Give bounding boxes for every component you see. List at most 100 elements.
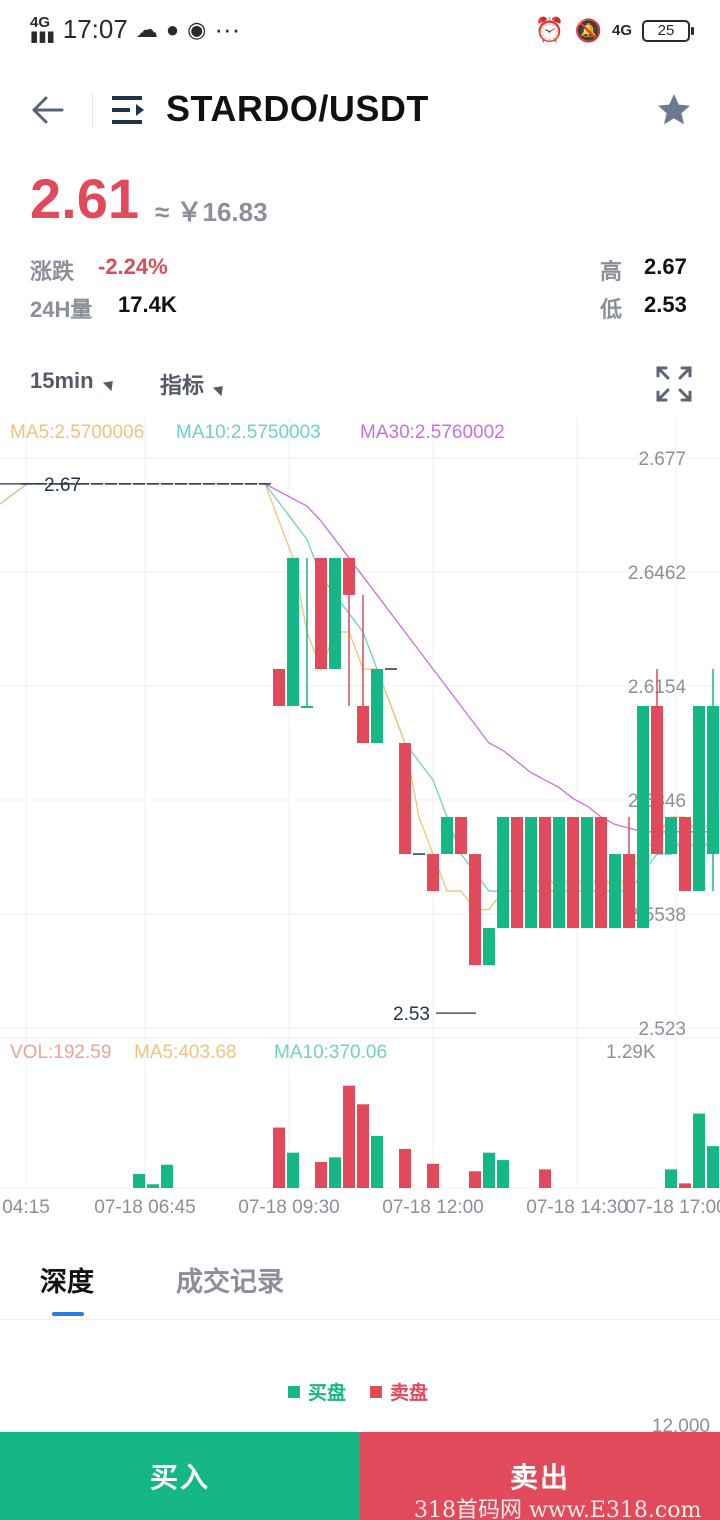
volume-bar <box>427 1163 439 1188</box>
sell-legend-label: 卖盘 <box>390 1383 429 1404</box>
volume-bar <box>497 1160 509 1188</box>
candle-body <box>651 705 663 855</box>
vol-max-label: 1.29K <box>606 1042 656 1063</box>
candle-body <box>567 817 579 929</box>
tab-trades[interactable]: 成交记录 <box>176 1267 284 1297</box>
change-label: 涨跌 <box>30 259 75 284</box>
top-bar: STARDO/USDT <box>0 70 720 150</box>
cny-price: ≈ ￥16.83 <box>155 197 268 227</box>
volume-bar <box>665 1169 677 1188</box>
dropdown-triangle-icon <box>212 381 228 397</box>
volume-bar <box>707 1146 719 1188</box>
candle-body <box>609 854 621 929</box>
candle-body <box>553 817 565 929</box>
candle-body <box>273 668 285 706</box>
signal-icon: 4G ▮▮▮ <box>30 13 55 45</box>
y-tick-label: 2.5538 <box>628 905 686 926</box>
interval-label: 15min <box>30 368 94 393</box>
volume-bar <box>315 1161 327 1188</box>
candle-body <box>483 928 495 966</box>
volume-bar <box>483 1152 495 1188</box>
volume-bar <box>133 1174 145 1188</box>
fullscreen-icon[interactable] <box>656 366 692 402</box>
low-marker-label: 2.53 <box>393 1004 430 1025</box>
candle-body <box>427 854 439 892</box>
candle-body <box>693 705 705 892</box>
volume-bar <box>343 1085 355 1188</box>
sell-button[interactable]: 卖出 <box>360 1432 720 1520</box>
candle-body <box>581 817 593 929</box>
mute-icon: 🔕 <box>574 17 602 43</box>
candle-body <box>511 817 523 929</box>
x-tick-label: 07-18 12:00 <box>382 1197 483 1218</box>
vol-legend: VOL:192.59 <box>10 1042 112 1063</box>
alarm-icon: ⏰ <box>534 17 565 44</box>
candle-body <box>455 817 467 855</box>
x-tick-label: 07-18 17:00 <box>625 1197 720 1218</box>
low-value: 2.53 <box>644 292 687 317</box>
planet-icon: ◉ <box>187 16 207 42</box>
candle-body <box>315 557 327 669</box>
candle-body <box>665 817 677 855</box>
candle-body <box>637 705 649 929</box>
candle-body <box>469 854 481 966</box>
candle-body <box>539 817 551 929</box>
pair-title[interactable]: STARDO/USDT <box>166 88 429 129</box>
volume-bar <box>693 1113 705 1188</box>
x-tick-label: 04:15 <box>2 1197 50 1218</box>
ma30-legend: MA30:2.5760002 <box>360 422 505 443</box>
y-tick-label: 2.6462 <box>628 563 686 584</box>
candle-body <box>525 817 537 929</box>
clock: 17:07 <box>62 14 128 44</box>
candle-body <box>343 557 355 595</box>
volume-bar <box>161 1164 173 1188</box>
y-tick-label: 2.523 <box>638 1019 686 1040</box>
ma10-legend: MA10:2.5750003 <box>176 422 321 443</box>
watermark: 318首码网 www.E318.com <box>414 1498 702 1520</box>
back-arrow-icon[interactable] <box>28 90 68 130</box>
high-label: 高 <box>600 259 623 284</box>
depth-axis-label: 12.000 <box>651 1416 710 1437</box>
indicator-select[interactable]: 指标 <box>160 368 228 400</box>
volume-bar <box>469 1171 481 1188</box>
buy-button[interactable]: 买入 <box>0 1432 360 1520</box>
volume-label: 24H量 <box>30 297 93 322</box>
low-label: 低 <box>600 297 623 322</box>
candle-body <box>399 743 411 855</box>
volume-bar <box>273 1127 285 1188</box>
candle-body <box>441 817 453 855</box>
volume-bar <box>399 1148 411 1188</box>
volume-bar <box>147 1184 159 1188</box>
active-tab-indicator <box>52 1312 84 1316</box>
status-bar: 4G ▮▮▮ 17:07 ☁ ● ◉ ··· ⏰ 🔕 4G 25 <box>0 0 720 64</box>
x-tick-label: 07-18 06:45 <box>94 1197 195 1218</box>
x-tick-label: 07-18 14:30 <box>526 1197 627 1218</box>
volume-bar <box>371 1135 383 1188</box>
cloud-icon: ☁ <box>135 16 158 42</box>
vol-ma10-legend: MA10:370.06 <box>274 1042 388 1063</box>
pair-list-icon[interactable] <box>112 94 148 126</box>
candle-body <box>595 817 607 929</box>
volume-bar <box>539 1169 551 1188</box>
candle-body <box>301 705 313 708</box>
depth-buy-legend: 买盘 <box>288 1378 346 1405</box>
y-tick-label: 2.677 <box>638 449 686 470</box>
qq-icon: ● <box>165 16 180 42</box>
candle-body <box>497 817 509 929</box>
candle-body <box>623 854 635 929</box>
favorite-star-icon[interactable] <box>654 90 694 130</box>
battery-icon: 25 <box>642 19 694 42</box>
kline-chart[interactable]: 2.6772.64622.61542.58462.55382.52304:150… <box>0 418 720 1230</box>
ma5-legend: MA5:2.5700006 <box>10 422 145 443</box>
candle-body <box>329 557 341 669</box>
high-marker-label: 2.67 <box>44 475 81 496</box>
candle-body <box>357 705 369 743</box>
tab-depth[interactable]: 深度 <box>40 1267 94 1297</box>
volume-bar <box>679 1183 691 1188</box>
high-value: 2.67 <box>644 254 687 279</box>
more-notifications: ··· <box>214 14 241 44</box>
bottom-tabs: 深度 成交记录 <box>0 1240 720 1320</box>
interval-select[interactable]: 15min <box>30 368 117 394</box>
change-value: -2.24% <box>98 254 168 279</box>
volume-bar <box>329 1157 341 1188</box>
